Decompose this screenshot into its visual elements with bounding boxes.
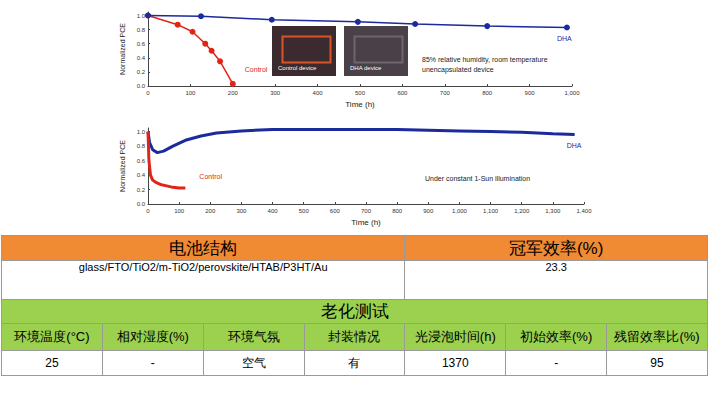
svg-text:Time (h): Time (h) bbox=[345, 100, 375, 109]
html-text:25: 25 bbox=[45, 356, 59, 370]
svg-text:Control: Control bbox=[199, 173, 222, 180]
html-text:电池结构: 电池结构 bbox=[169, 238, 238, 258]
svg-text:1,000: 1,000 bbox=[564, 90, 580, 96]
svg-text:900: 900 bbox=[423, 208, 434, 214]
svg-text:85% relative humidity, room te: 85% relative humidity, room temperature bbox=[422, 56, 548, 64]
html-text:老化测试: 老化测试 bbox=[320, 302, 389, 321]
svg-text:DHA: DHA bbox=[557, 35, 572, 42]
svg-text:DHA: DHA bbox=[567, 142, 582, 149]
svg-text:600: 600 bbox=[330, 208, 341, 214]
html-text:glass/FTO/TiO2/m-TiO2/perovski: glass/FTO/TiO2/m-TiO2/perovskite/HTAB/P3… bbox=[78, 261, 328, 273]
svg-text:0.0: 0.0 bbox=[137, 83, 146, 89]
svg-text:200: 200 bbox=[228, 90, 239, 96]
svg-text:800: 800 bbox=[392, 208, 403, 214]
svg-text:0.4: 0.4 bbox=[137, 172, 146, 178]
svg-text:1,400: 1,400 bbox=[576, 208, 592, 214]
html-text:光浸泡时间(h): 光浸泡时间(h) bbox=[414, 329, 496, 344]
svg-text:300: 300 bbox=[236, 208, 247, 214]
html-text:95: 95 bbox=[650, 356, 664, 370]
svg-text:500: 500 bbox=[299, 208, 310, 214]
svg-text:700: 700 bbox=[361, 208, 372, 214]
svg-text:0.6: 0.6 bbox=[137, 158, 146, 164]
svg-text:400: 400 bbox=[313, 90, 324, 96]
html-text:封装情况: 封装情况 bbox=[328, 329, 381, 344]
svg-text:Normalized PCE: Normalized PCE bbox=[119, 23, 126, 75]
html-text:冠军效率(%): 冠军效率(%) bbox=[509, 238, 604, 258]
svg-text:Control: Control bbox=[245, 66, 268, 73]
html-text:残留效率比(%): 残留效率比(%) bbox=[614, 329, 700, 344]
svg-text:1.0: 1.0 bbox=[137, 129, 146, 135]
svg-text:0: 0 bbox=[146, 208, 150, 214]
svg-text:200: 200 bbox=[205, 208, 216, 214]
html-text:1370: 1370 bbox=[441, 356, 469, 370]
svg-text:0.4: 0.4 bbox=[137, 55, 146, 61]
svg-text:0.8: 0.8 bbox=[137, 27, 146, 33]
svg-text:Control device: Control device bbox=[278, 65, 317, 71]
svg-text:0.2: 0.2 bbox=[137, 69, 146, 75]
svg-text:100: 100 bbox=[174, 208, 185, 214]
svg-text:0: 0 bbox=[146, 90, 150, 96]
html-text:环境气氛: 环境气氛 bbox=[227, 329, 280, 344]
svg-text:0.2: 0.2 bbox=[137, 187, 146, 193]
svg-text:Normalized PCE: Normalized PCE bbox=[119, 140, 126, 192]
html-text:相对湿度(%): 相对湿度(%) bbox=[116, 329, 189, 344]
svg-text:Time (h): Time (h) bbox=[351, 218, 381, 227]
svg-text:600: 600 bbox=[397, 90, 408, 96]
svg-text:1,100: 1,100 bbox=[483, 208, 499, 214]
svg-text:unencapsulated device: unencapsulated device bbox=[422, 66, 494, 74]
svg-text:0.0: 0.0 bbox=[137, 201, 146, 207]
html-text:环境温度(°C): 环境温度(°C) bbox=[14, 329, 90, 344]
html-text:有: 有 bbox=[348, 355, 361, 370]
svg-text:400: 400 bbox=[268, 208, 279, 214]
html-text:初始效率(%): 初始效率(%) bbox=[520, 329, 593, 344]
svg-text:1,000: 1,000 bbox=[452, 208, 468, 214]
svg-text:500: 500 bbox=[355, 90, 366, 96]
svg-text:0.8: 0.8 bbox=[137, 143, 146, 149]
svg-text:1,300: 1,300 bbox=[545, 208, 561, 214]
svg-text:1.0: 1.0 bbox=[137, 13, 146, 19]
svg-text:DHA device: DHA device bbox=[350, 65, 382, 71]
html-text:空气: 空气 bbox=[241, 355, 266, 370]
svg-text:300: 300 bbox=[270, 90, 281, 96]
svg-text:100: 100 bbox=[185, 90, 196, 96]
svg-text:700: 700 bbox=[440, 90, 451, 96]
svg-text:800: 800 bbox=[482, 90, 493, 96]
svg-text:0.6: 0.6 bbox=[137, 41, 146, 47]
html-text:23.3: 23.3 bbox=[545, 261, 567, 273]
svg-text:Under constant 1-Sun illuminat: Under constant 1-Sun illumination bbox=[425, 175, 530, 182]
svg-text:900: 900 bbox=[525, 90, 536, 96]
svg-text:1,200: 1,200 bbox=[514, 208, 530, 214]
